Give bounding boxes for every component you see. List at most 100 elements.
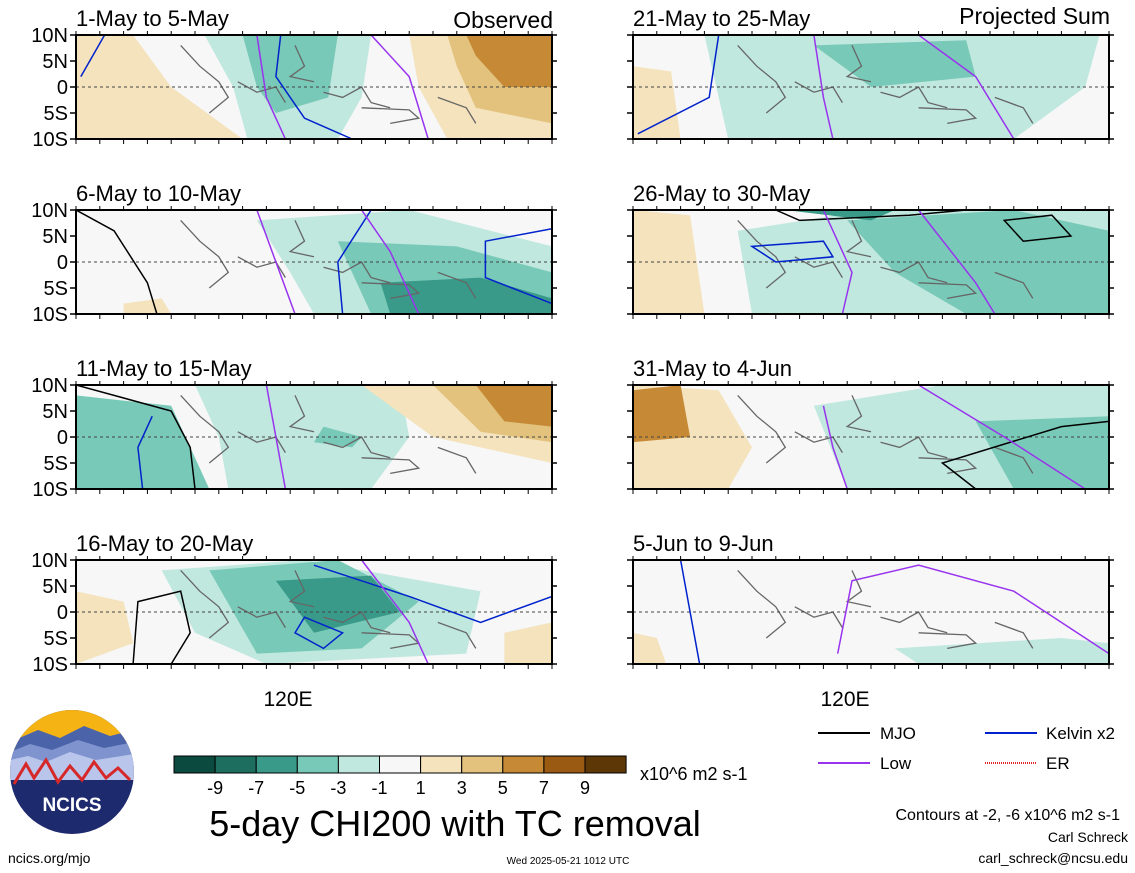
coastline — [180, 44, 230, 114]
field-region — [504, 622, 552, 664]
coastline — [994, 271, 1034, 299]
contour-line — [337, 210, 372, 314]
coastline — [323, 261, 391, 284]
coastline — [994, 446, 1034, 474]
contour-line — [370, 35, 429, 139]
coastline — [918, 632, 978, 650]
panel-2: 11-May to 15-May 10N 5N 0 5S 10S — [31, 356, 557, 501]
panel-title: 21-May to 25-May — [633, 6, 810, 31]
lon-label-observed: 120E — [263, 688, 312, 711]
contour-line — [679, 560, 701, 664]
coastline — [361, 282, 421, 300]
field-region — [76, 35, 243, 139]
contour-line — [137, 415, 153, 489]
lat-tick-label: 0 — [57, 77, 68, 99]
contour-line — [76, 210, 158, 314]
field-region — [975, 416, 1109, 489]
lat-tick-label: 5N — [42, 401, 68, 423]
coastline — [845, 570, 872, 608]
field-region — [847, 210, 1109, 314]
field-region — [466, 35, 552, 87]
field-region — [475, 385, 552, 427]
lat-tick-label: 5N — [42, 576, 68, 598]
coastline — [880, 436, 948, 459]
coastline — [794, 431, 843, 453]
lat-tick-label: 0 — [57, 427, 68, 449]
lon-label-projected: 120E — [820, 688, 869, 711]
coastline — [737, 569, 787, 639]
lat-tick-label: 10S — [32, 129, 68, 151]
contour-line — [822, 405, 848, 489]
panel-title: 26-May to 30-May — [633, 181, 810, 206]
lat-tick-label: 5N — [42, 51, 68, 73]
field-region — [633, 632, 667, 664]
lat-tick-label: 10N — [31, 550, 68, 572]
field-region — [894, 638, 1109, 664]
coastline — [737, 219, 787, 289]
colorbar-label: 5 — [498, 778, 508, 798]
field-region — [633, 66, 681, 139]
panel-7: 5-Jun to 9-Jun — [627, 531, 1114, 669]
coastline — [361, 457, 421, 475]
contour-line — [940, 420, 1109, 489]
contour-line — [265, 385, 287, 489]
observed-label: Observed — [453, 7, 553, 33]
legend: MJO Kelvin x2 Low ER Contours at -2, -6 … — [818, 724, 1120, 824]
coastline — [918, 457, 978, 475]
panel-title: 16-May to 20-May — [76, 531, 253, 556]
footer-timestamp: Wed 2025-05-21 1012 UTC — [507, 856, 630, 867]
contour-line — [360, 210, 420, 314]
coastline — [918, 282, 978, 300]
projected-label: Projected Sum — [959, 3, 1110, 29]
lat-tick-label: 0 — [57, 602, 68, 624]
coastline — [880, 261, 948, 284]
colorbar-label: 7 — [539, 778, 549, 798]
colorbar-swatch — [296, 755, 339, 774]
coastline — [237, 256, 286, 278]
contour-line — [361, 560, 429, 664]
panel-6: 31-May to 4-Jun — [627, 356, 1114, 494]
coastline — [323, 436, 391, 459]
main-title: 5-day CHI200 with TC removal — [209, 803, 701, 844]
contours-note: Contours at -2, -6 x10^6 m2 s-1 — [896, 807, 1121, 824]
colorbar: -9 -7 -5 -3 -1 1 3 5 7 9 — [173, 755, 627, 798]
contour-line — [256, 210, 296, 314]
footer-email: carl_schreck@ncsu.edu — [978, 850, 1128, 866]
panel-title: 11-May to 15-May — [76, 356, 252, 381]
coastline — [845, 45, 872, 83]
panel-3: 16-May to 20-May 10N 5N 0 5S 10S — [31, 531, 557, 676]
panel-title: 31-May to 4-Jun — [633, 356, 792, 381]
coastline — [180, 569, 230, 639]
panel-title: 6-May to 10-May — [76, 181, 241, 206]
panel-title: 1-May to 5-May — [76, 6, 229, 31]
coastline — [437, 96, 477, 124]
field-region — [704, 35, 1100, 139]
lat-tick-label: 5N — [42, 226, 68, 248]
colorbar-units: x10^6 m2 s-1 — [640, 764, 748, 784]
contour-line — [484, 227, 552, 305]
coastline — [880, 86, 948, 109]
panel-5: 26-May to 30-May — [627, 181, 1114, 319]
coastline — [437, 621, 477, 649]
coastline — [794, 606, 843, 628]
field-region — [195, 385, 410, 489]
panel-4: 21-May to 25-May — [627, 6, 1114, 144]
field-region — [76, 591, 134, 664]
contour-line — [836, 564, 1109, 655]
colorbar-label: 3 — [457, 778, 467, 798]
contour-line — [775, 210, 967, 222]
panel-0: 1-May to 5-May 10N 5N 0 5S 10S — [31, 6, 557, 151]
coastline — [845, 220, 872, 258]
coastline — [794, 256, 843, 278]
coastline — [845, 395, 872, 433]
logo-text: NCICS — [42, 795, 101, 816]
contour-line — [132, 590, 191, 664]
colorbar-label: -1 — [371, 778, 387, 798]
colorbar-swatch — [379, 755, 422, 774]
coastline — [288, 45, 315, 83]
coastline — [794, 81, 843, 103]
contour-line — [822, 210, 853, 314]
colorbar-swatch — [255, 755, 298, 774]
coastline — [994, 96, 1034, 124]
